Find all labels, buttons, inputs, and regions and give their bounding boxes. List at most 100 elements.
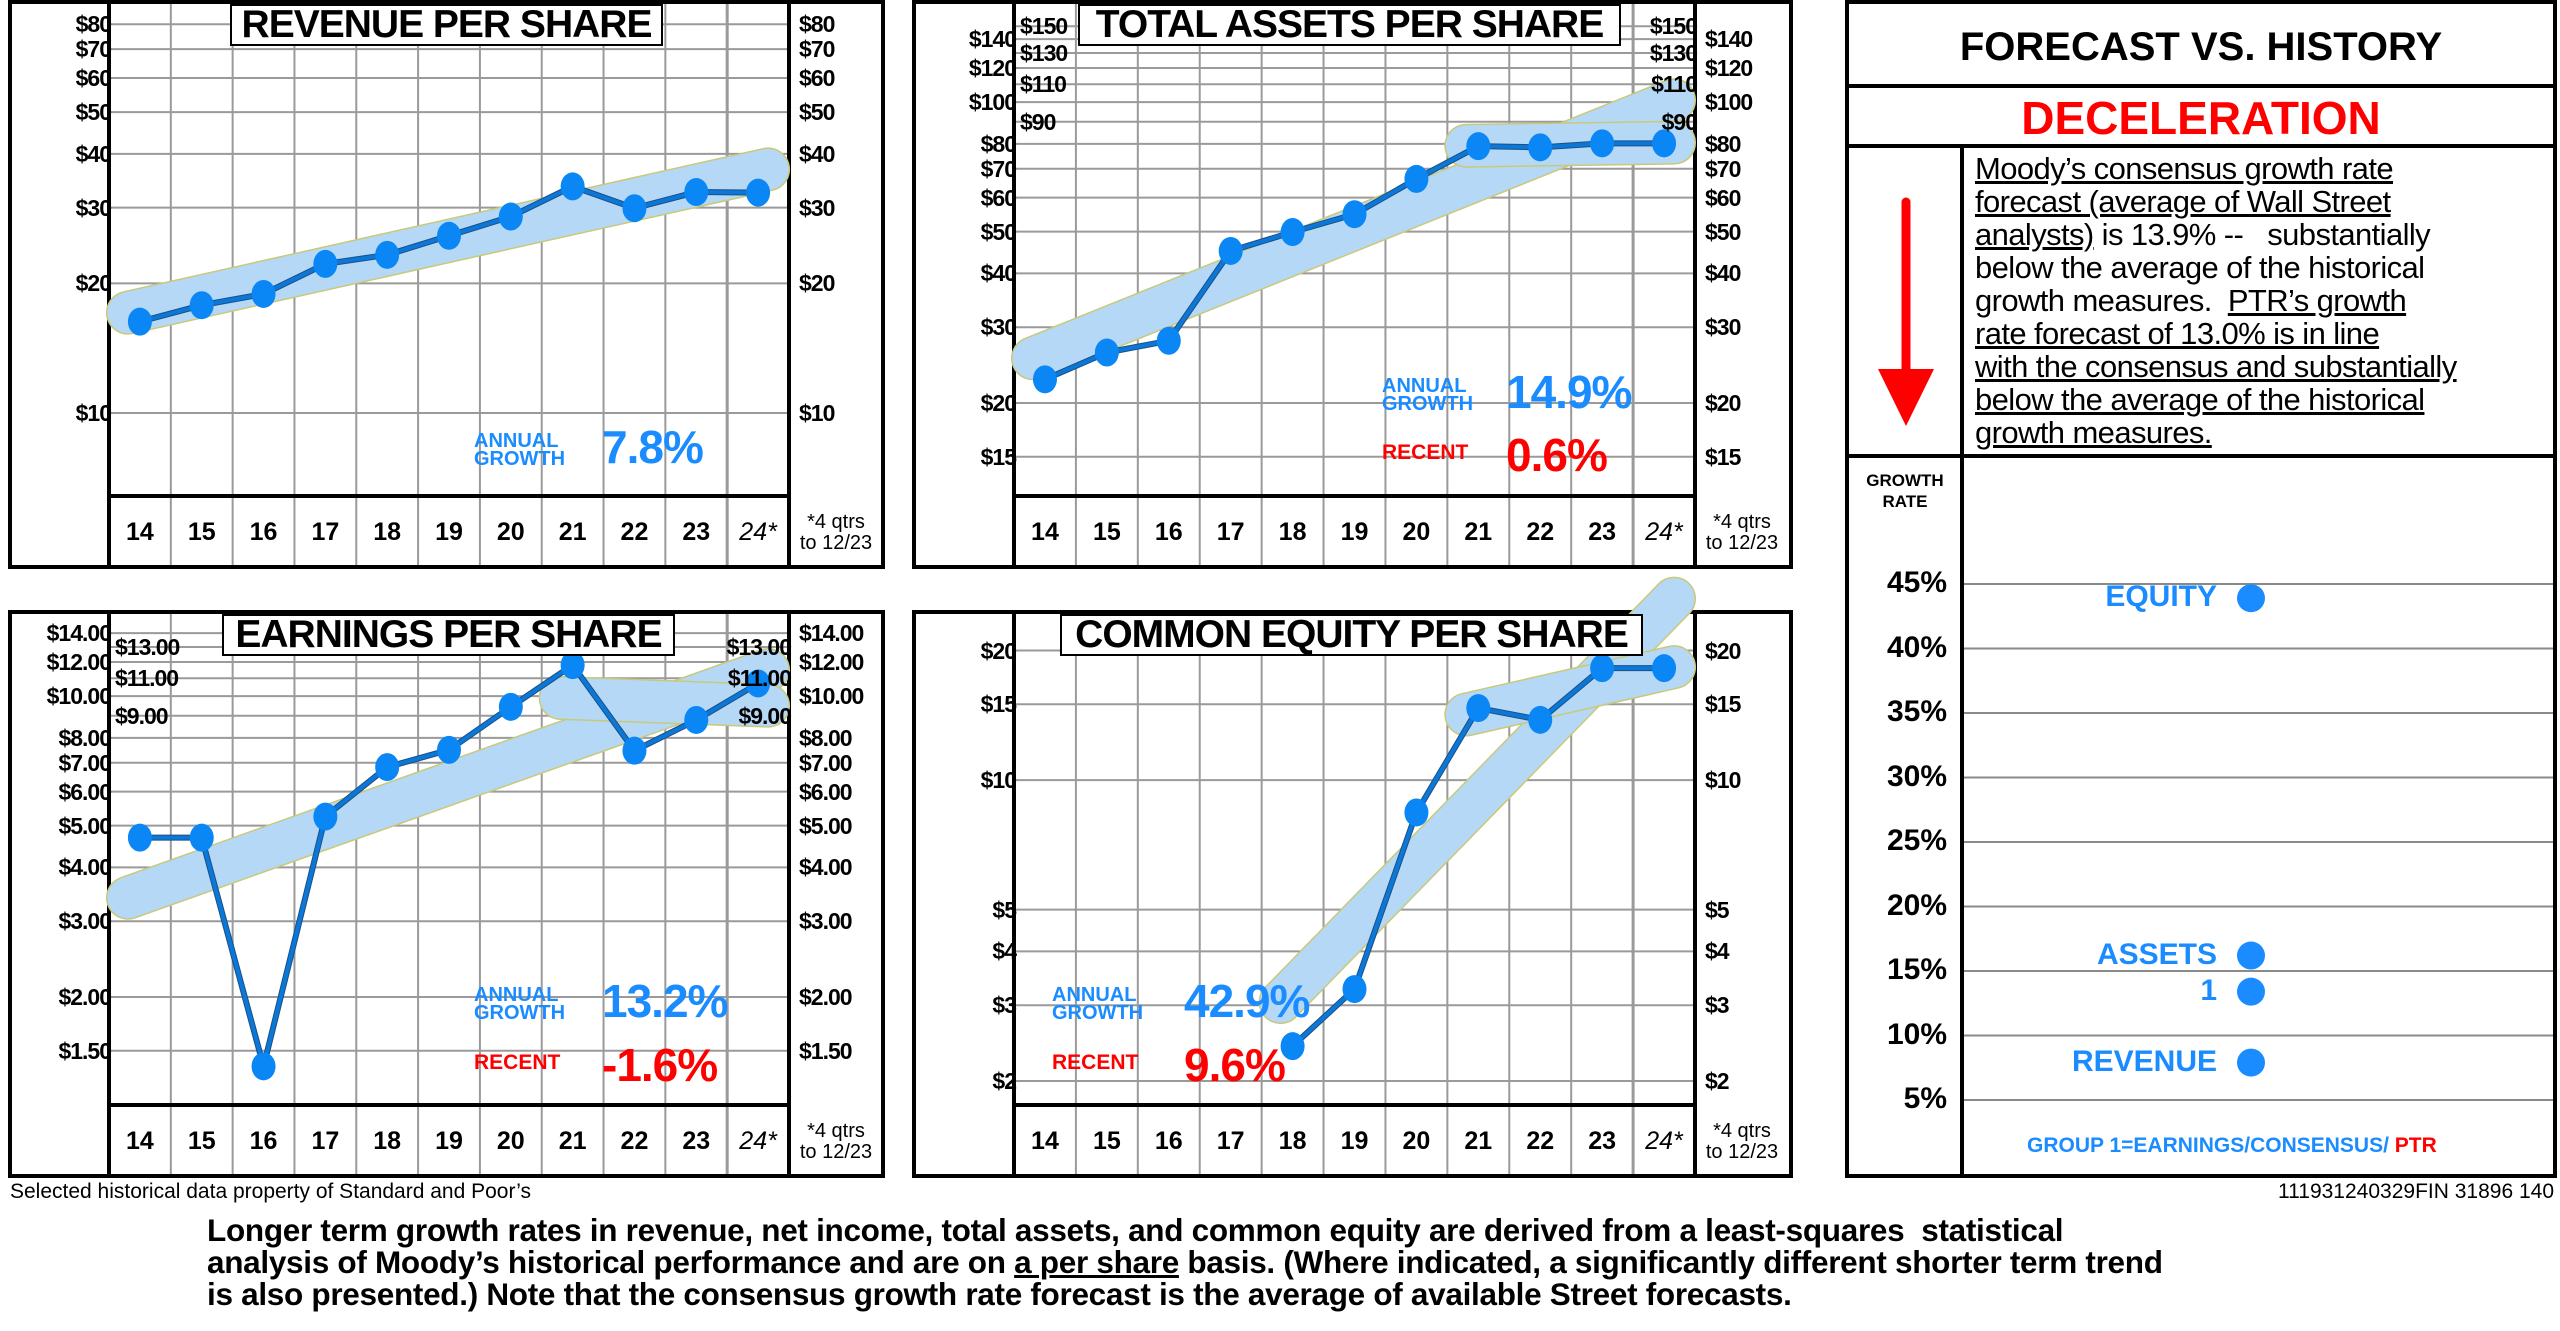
- y-tick-label-right: $90: [1661, 108, 1698, 135]
- y-tick-label-right: $1.50: [799, 1037, 853, 1064]
- footnote-label: *4 qtrs to 12/23: [1697, 512, 1787, 554]
- legend-group-1: GROUP 1=EARNINGS/CONSENSUS/: [2027, 1134, 2389, 1157]
- data-point: [375, 753, 400, 782]
- forecast-underlined-text: growth measures.: [1975, 415, 2212, 450]
- y-tick-label-right: $7.00: [799, 749, 853, 776]
- y-tick-label-left: $15: [980, 691, 1017, 718]
- x-tick-label: 22: [620, 518, 649, 546]
- x-tick-label: 20: [496, 1127, 525, 1155]
- note-text: Longer term growth rates in revenue, net…: [207, 1212, 2064, 1248]
- growth-point: [2237, 584, 2265, 613]
- forecast-line: growth measures. PTR’s growth: [1975, 284, 2457, 317]
- chart-canvas: [105, 4, 791, 565]
- y-tick-label-right: $60: [799, 65, 835, 91]
- y-tick-label-right: $5: [1705, 896, 1730, 923]
- forecast-underlined-text: analysts): [1975, 217, 2094, 252]
- data-point: [437, 221, 461, 250]
- x-tick-label: 16: [1154, 518, 1183, 546]
- x-tick-label: 15: [1092, 1127, 1121, 1155]
- data-point: [498, 202, 523, 231]
- x-tick-label: 22: [1526, 518, 1555, 546]
- x-tick-label: 14: [1031, 1127, 1059, 1155]
- forecast-underlined-text: below the average of the historical: [1975, 382, 2425, 417]
- y-tick-label-right: $100: [1705, 89, 1753, 116]
- y-tick-label-left: $150: [1020, 13, 1068, 40]
- growth-point: [2237, 1048, 2265, 1077]
- x-tick-label: 23: [682, 1127, 711, 1155]
- recent-growth-label: RECENT: [1382, 441, 1469, 464]
- growth-point-label: REVENUE: [2071, 1044, 2217, 1078]
- y-tick-label-left: $2: [992, 1068, 1017, 1094]
- recent-trend-band: [1445, 646, 1695, 736]
- y-tick-label-right: $15: [1705, 443, 1741, 470]
- y-tick-label-right: $10.00: [799, 683, 864, 710]
- note-line: analysis of Moody’s historical performan…: [207, 1246, 2163, 1278]
- y-tick-label-left: $30: [980, 314, 1017, 341]
- data-point: [1466, 694, 1491, 723]
- verdict-label: DECELERATION: [1849, 88, 2553, 148]
- y-tick-label-right: $5.00: [799, 812, 853, 839]
- growth-chart-canvas: [1964, 583, 2553, 1101]
- data-point: [1342, 975, 1367, 1004]
- x-tick-label: 19: [435, 518, 463, 546]
- y-tick-label-right: $3.00: [799, 908, 853, 935]
- footnote-line: *4 qtrs: [807, 511, 865, 533]
- recent-growth-label: RECENT: [474, 1051, 561, 1074]
- forecast-line: with the consensus and substantially: [1975, 350, 2457, 383]
- earnings-per-share-chart: $1.50 $1.50 $2.00 $2.00 $3.00 $3.00 $4.00 $4.00…: [8, 610, 885, 1178]
- y-tick-label-right: $12.00: [799, 649, 864, 675]
- y-tick-label-left: $7.00: [58, 749, 112, 776]
- data-point: [1652, 129, 1677, 158]
- data-point: [1652, 654, 1677, 683]
- data-point: [1094, 338, 1119, 367]
- note-line: Longer term growth rates in revenue, net…: [207, 1214, 2163, 1246]
- data-point: [1156, 326, 1181, 355]
- annual-growth-label: ANNUAL GROWTH: [474, 431, 565, 469]
- x-tick-label: 17: [1216, 518, 1245, 546]
- x-tick-label: 17: [311, 518, 340, 546]
- forecast-line: growth measures.: [1975, 416, 2457, 449]
- note-text: basis. (Where indicated, a significantly…: [1178, 1244, 2163, 1280]
- forecast-underlined-text: PTR’s growth: [2227, 283, 2407, 318]
- y-tick-label-right: $110: [1651, 71, 1698, 98]
- data-point: [684, 178, 709, 207]
- forecast-line: Moody’s consensus growth rate: [1975, 152, 2457, 185]
- x-tick-label: 19: [1340, 518, 1369, 546]
- x-tick-label: 15: [1092, 518, 1121, 546]
- left-column-divider: [1960, 148, 1964, 1178]
- y-tick-label-left: $8.00: [58, 724, 112, 751]
- note-line: is also presented.) Note that the consen…: [207, 1278, 2163, 1310]
- x-tick-label: 24*: [1645, 518, 1683, 546]
- x-tick-label: 16: [249, 1127, 278, 1155]
- x-tick-label: 18: [1278, 518, 1307, 546]
- x-tick-label: 22: [620, 1127, 649, 1155]
- data-point: [1342, 200, 1367, 229]
- annual-growth-value: 13.2%: [602, 975, 728, 1027]
- y-tick-label-right: $8.00: [799, 724, 853, 751]
- annual-growth-label-line: ANNUAL: [474, 984, 559, 1006]
- x-tick-label: 21: [558, 1127, 587, 1155]
- y-tick-label-left: $40: [980, 260, 1017, 287]
- growth-point-label: EQUITY: [2105, 580, 2217, 614]
- data-point: [1466, 132, 1491, 161]
- footnote-line: to 12/23: [799, 1141, 873, 1163]
- x-tick-label: 24*: [739, 1127, 777, 1155]
- y-tick-label-left: $2.00: [58, 984, 112, 1010]
- growth-tick-label: 20%: [1886, 888, 1947, 922]
- growth-tick-label: 25%: [1886, 824, 1947, 857]
- y-tick-label-right: $30: [1705, 314, 1741, 341]
- data-point: [1280, 218, 1305, 247]
- data-point: [189, 823, 214, 852]
- footnote-line: to 12/23: [1705, 532, 1779, 554]
- x-tick-label: 21: [1464, 1127, 1493, 1155]
- y-tick-label-left: $50: [980, 218, 1017, 245]
- y-tick-label-right: $130: [1649, 40, 1698, 67]
- x-tick-label: 21: [1464, 518, 1493, 546]
- data-point: [1590, 129, 1615, 158]
- growth-tick-label: 10%: [1886, 1017, 1947, 1051]
- annual-growth-label: ANNUAL GROWTH: [1052, 985, 1143, 1023]
- x-tick-label: 20: [1402, 1127, 1431, 1155]
- footnote-label: *4 qtrs to 12/23: [791, 1121, 881, 1163]
- chart-title: REVENUE PER SHARE: [230, 4, 663, 46]
- y-tick-label-right: $4: [1705, 938, 1730, 965]
